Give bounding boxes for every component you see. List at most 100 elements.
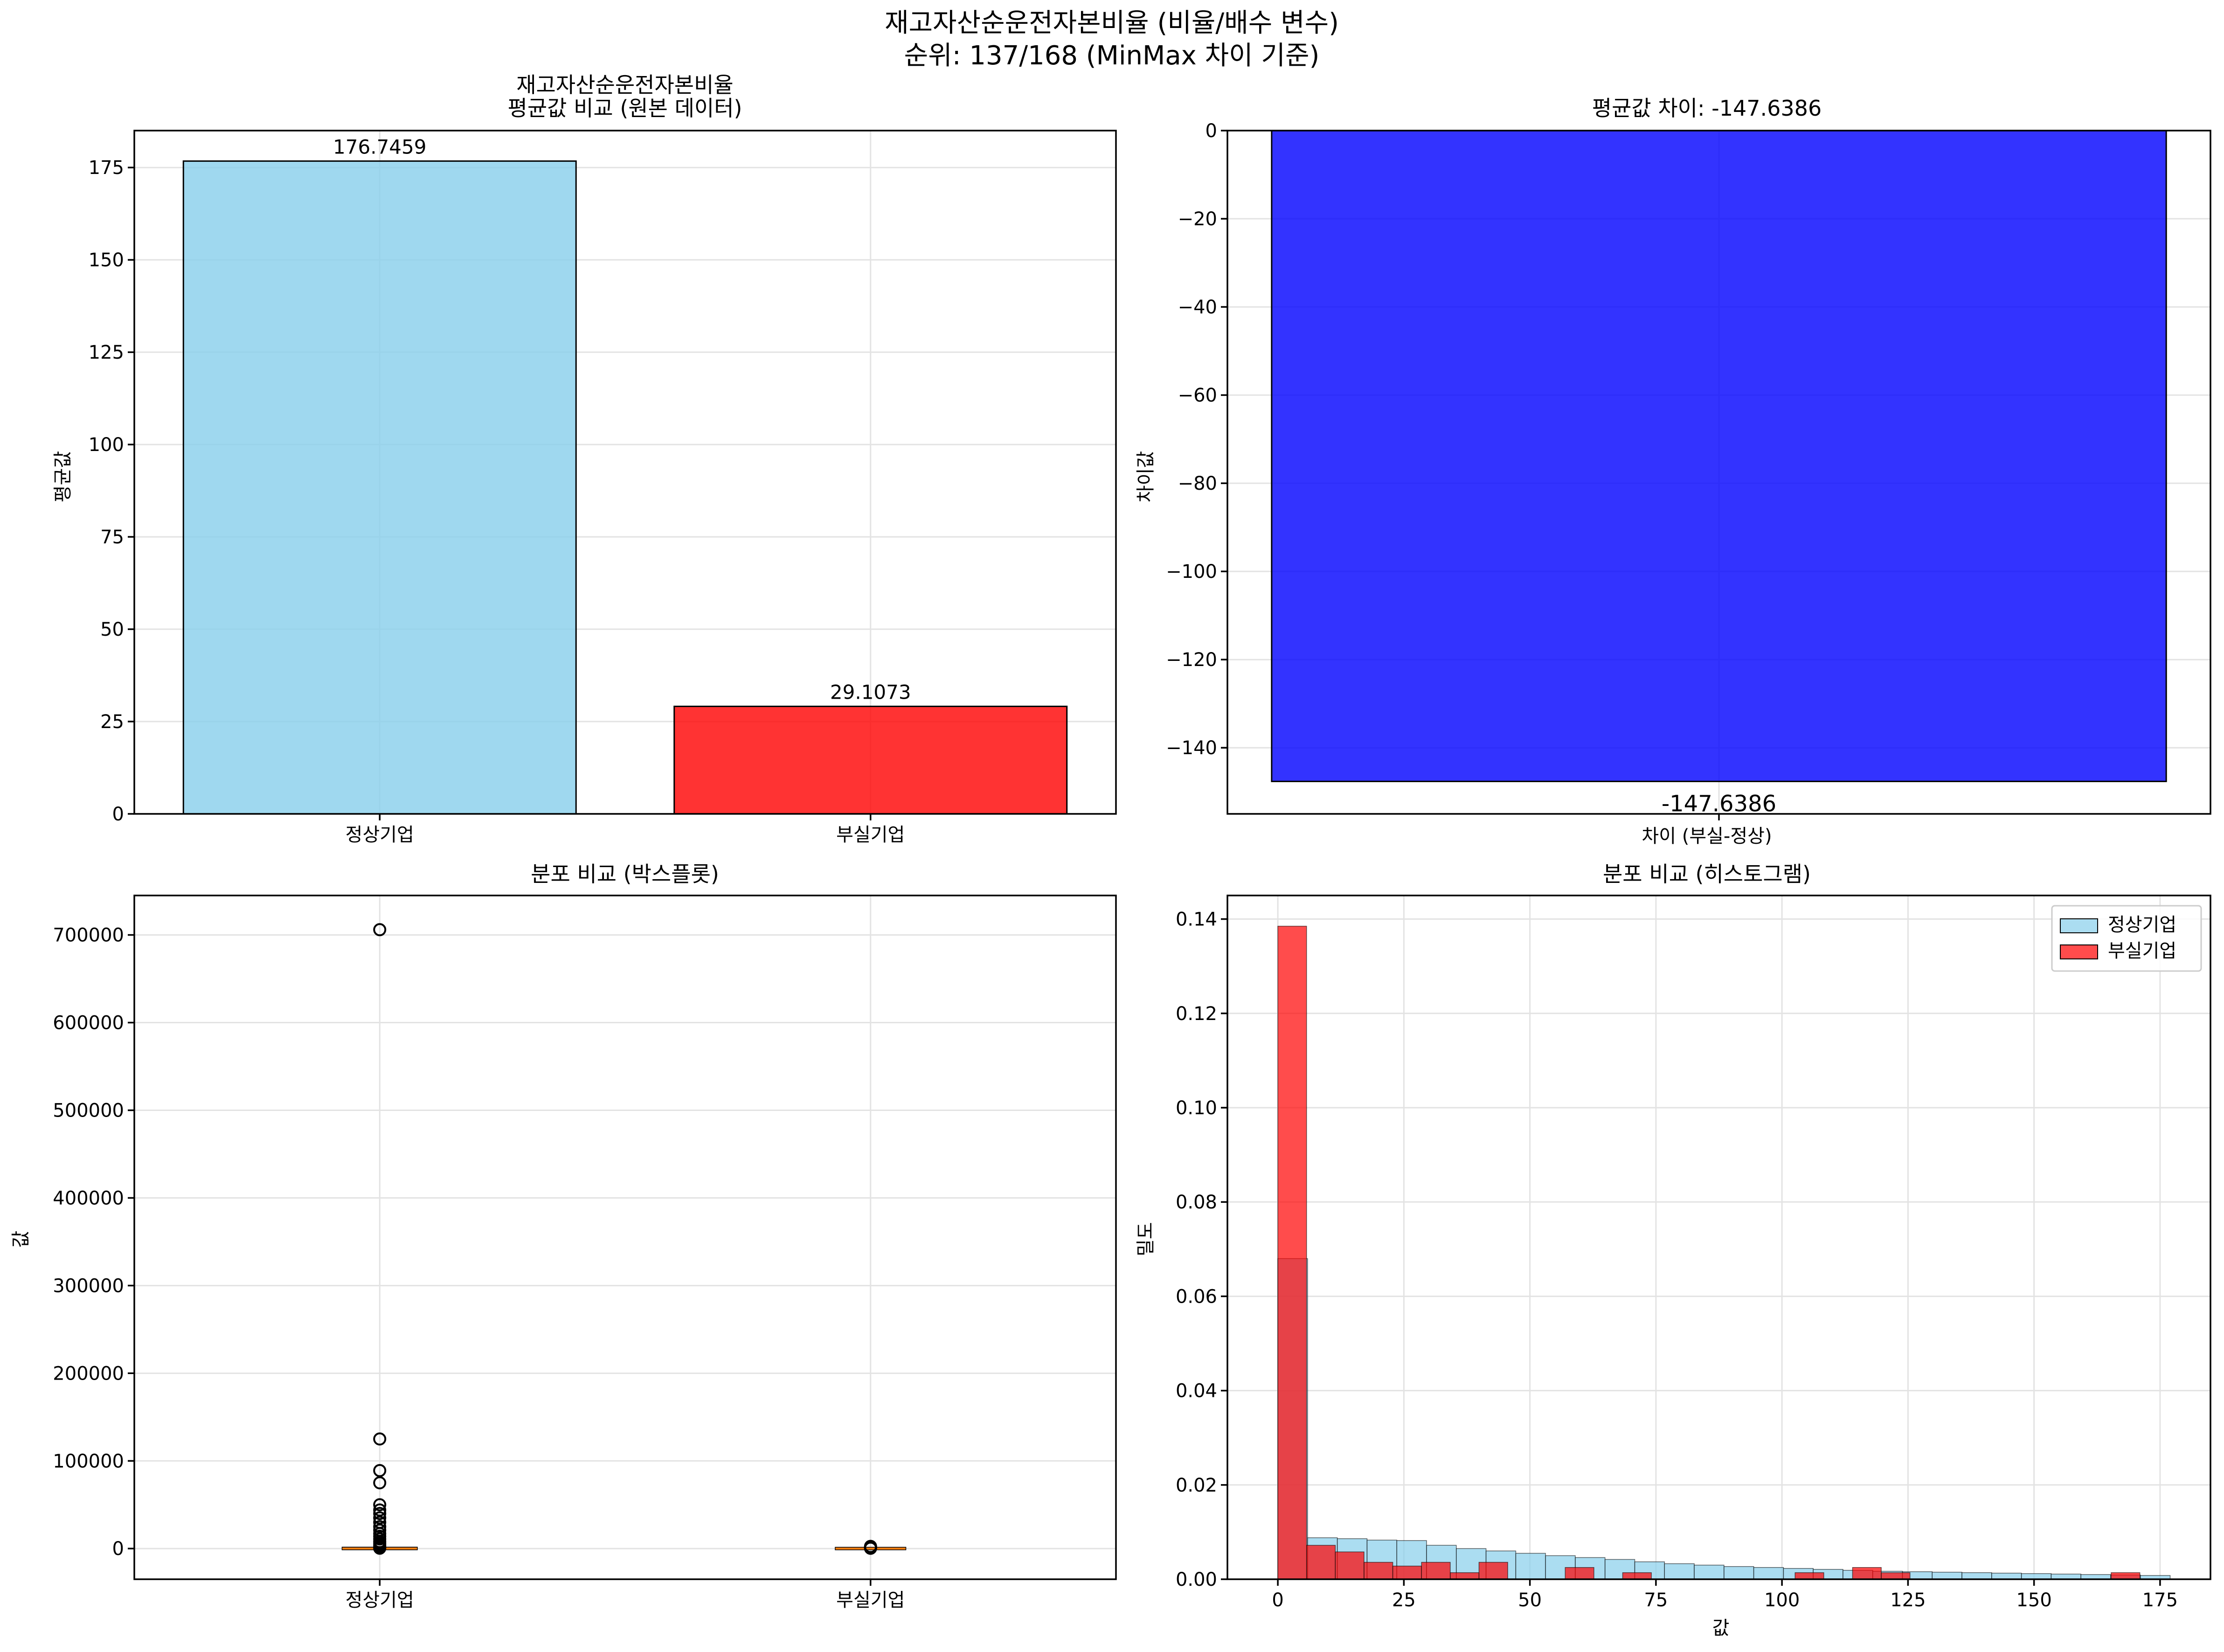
figure-title-line2: 순위: 137/168 (MinMax 차이 기준) [904, 41, 1320, 71]
hist-x-tick-label: 175 [2142, 1590, 2178, 1611]
box-chart-y-label: 값 [10, 1231, 32, 1248]
mean-y-tick-label: 0 [112, 804, 124, 825]
hist-chart-x-label: 값 [1712, 1617, 1730, 1639]
box-outlier-point [373, 923, 387, 937]
hist-bar-normal [1932, 1572, 1962, 1580]
histogram-chart: 분포 비교 (히스토그램) 밀도 값 0.00 0.02 0.04 0.06 0.08 0… [1135, 861, 2211, 1639]
hist-y-tick-label: 0.14 [1176, 909, 1217, 930]
mean-y-tick-label: 75 [100, 527, 124, 548]
hist-bar-normal [1991, 1573, 2022, 1580]
hist-legend-swatch [2060, 918, 2098, 933]
diff-bar-value-label: -147.6386 [1662, 791, 1776, 817]
hist-bar-distress [1881, 1572, 1911, 1580]
diff-bar [1271, 130, 2167, 782]
mean-bar-value-label: 29.1073 [830, 681, 911, 704]
hist-x-tick-label: 75 [1644, 1590, 1668, 1611]
box-outlier-point [373, 1476, 387, 1490]
hist-x-tick-label: 25 [1392, 1590, 1416, 1611]
mean-bar [673, 706, 1068, 815]
mean-chart-y-label: 평균값 [52, 451, 74, 502]
hist-legend-swatch [2060, 944, 2098, 959]
diff-y-tick-label: −20 [1178, 208, 1217, 230]
hist-x-tick-label: 125 [1890, 1590, 1926, 1611]
box-outlier-point [373, 1503, 387, 1517]
hist-axes-frame [1226, 895, 2211, 1580]
hist-bar-distress [1478, 1562, 1508, 1580]
diff-y-tick-label: −40 [1178, 297, 1217, 318]
box-outlier-point [373, 1498, 387, 1512]
box-y-tick-label: 400000 [53, 1187, 124, 1209]
hist-bar-normal [1961, 1572, 1992, 1580]
hist-chart-y-label: 밀도 [1135, 1222, 1157, 1256]
diff-y-tick-label: −80 [1178, 473, 1217, 494]
hist-chart-title: 분포 비교 (히스토그램) [1603, 861, 1811, 887]
hist-bar-distress [1622, 1572, 1652, 1580]
box-y-tick-label: 700000 [53, 925, 124, 946]
hist-x-tick-label: 0 [1272, 1590, 1283, 1611]
hist-bar-normal [2021, 1573, 2052, 1580]
hist-x-tick-label: 100 [1764, 1590, 1800, 1611]
box-y-tick-label: 500000 [53, 1100, 124, 1121]
diff-chart-x-label: 차이 (부실-정상) [1642, 826, 1772, 847]
box-outlier-point [373, 1432, 387, 1446]
figure-title-line1: 재고자산순운전자본비율 (비율/배수 변수) [885, 8, 1339, 38]
mean-y-tick-label: 150 [89, 250, 124, 271]
mean-chart-title-line1: 재고자산순운전자본비율 [516, 72, 734, 97]
mean-x-tick-label: 부실기업 [836, 824, 905, 846]
box-y-tick-label: 0 [112, 1538, 124, 1560]
diff-y-tick-label: −120 [1166, 649, 1217, 671]
box-y-tick-label: 200000 [53, 1363, 124, 1384]
mean-y-tick-label: 175 [89, 157, 124, 179]
box-y-tick-label: 600000 [53, 1013, 124, 1034]
hist-x-tick-label: 50 [1518, 1590, 1542, 1611]
box-outlier-point [373, 1507, 387, 1520]
hist-y-tick-label: 0.04 [1176, 1381, 1217, 1402]
hist-bar-distress [1450, 1572, 1480, 1580]
hist-bar-distress [1335, 1551, 1365, 1580]
hist-y-tick-label: 0.08 [1176, 1192, 1217, 1213]
mean-x-tick-label: 정상기업 [346, 824, 414, 846]
hist-bar-normal [1753, 1567, 1784, 1580]
hist-bar-normal [1515, 1553, 1546, 1580]
hist-legend-label: 정상기업 [2108, 914, 2176, 936]
hist-bar-distress [1277, 925, 1307, 1580]
hist-bar-normal [1724, 1566, 1754, 1580]
hist-bar-distress [2111, 1572, 2141, 1580]
mean-bar [182, 160, 577, 815]
mean-axes-frame [133, 130, 1117, 815]
diff-y-tick-label: 0 [1206, 120, 1217, 142]
hist-y-tick-label: 0.12 [1176, 1003, 1217, 1025]
boxplot-chart: 분포 비교 (박스플롯) 값 0 100000 200000 300000 400000… [10, 861, 1117, 1611]
hist-y-tick-label: 0.00 [1176, 1569, 1217, 1590]
hist-y-tick-label: 0.02 [1176, 1475, 1217, 1496]
mean-bar-value-label: 176.7459 [333, 135, 426, 158]
box-y-tick-label: 100000 [53, 1451, 124, 1472]
hist-bar-distress [1421, 1562, 1451, 1580]
box-x-tick-label: 부실기업 [836, 1590, 905, 1611]
box-chart-title: 분포 비교 (박스플롯) [531, 861, 719, 887]
mean-y-tick-label: 25 [100, 711, 124, 733]
diff-y-tick-label: −60 [1178, 385, 1217, 406]
diff-chart-y-label: 차이값 [1135, 451, 1157, 502]
box-outlier-point [373, 1511, 387, 1525]
hist-bar-distress [1852, 1567, 1882, 1580]
diff-y-tick-label: −100 [1166, 561, 1217, 583]
mean-y-tick-label: 125 [89, 342, 124, 363]
box-outlier-point [373, 1541, 387, 1555]
hist-bar-normal [1664, 1563, 1695, 1580]
hist-bar-normal [1694, 1564, 1725, 1580]
box-outlier-point [373, 1464, 387, 1477]
diff-chart-title: 평균값 차이: -147.6386 [1592, 96, 1822, 121]
box-y-tick-label: 300000 [53, 1275, 124, 1297]
box-x-tick-label: 정상기업 [346, 1590, 414, 1611]
hist-y-tick-label: 0.10 [1176, 1097, 1217, 1119]
hist-y-tick-label: 0.06 [1176, 1286, 1217, 1307]
diff-axes-frame [1226, 130, 2211, 815]
box-outlier-point [373, 1520, 387, 1534]
hist-bar-distress [1306, 1545, 1336, 1580]
mean-y-tick-label: 100 [89, 434, 124, 456]
mean-y-tick-label: 50 [100, 619, 124, 640]
hist-bar-distress [1392, 1565, 1422, 1580]
box-axes-frame [133, 895, 1117, 1580]
